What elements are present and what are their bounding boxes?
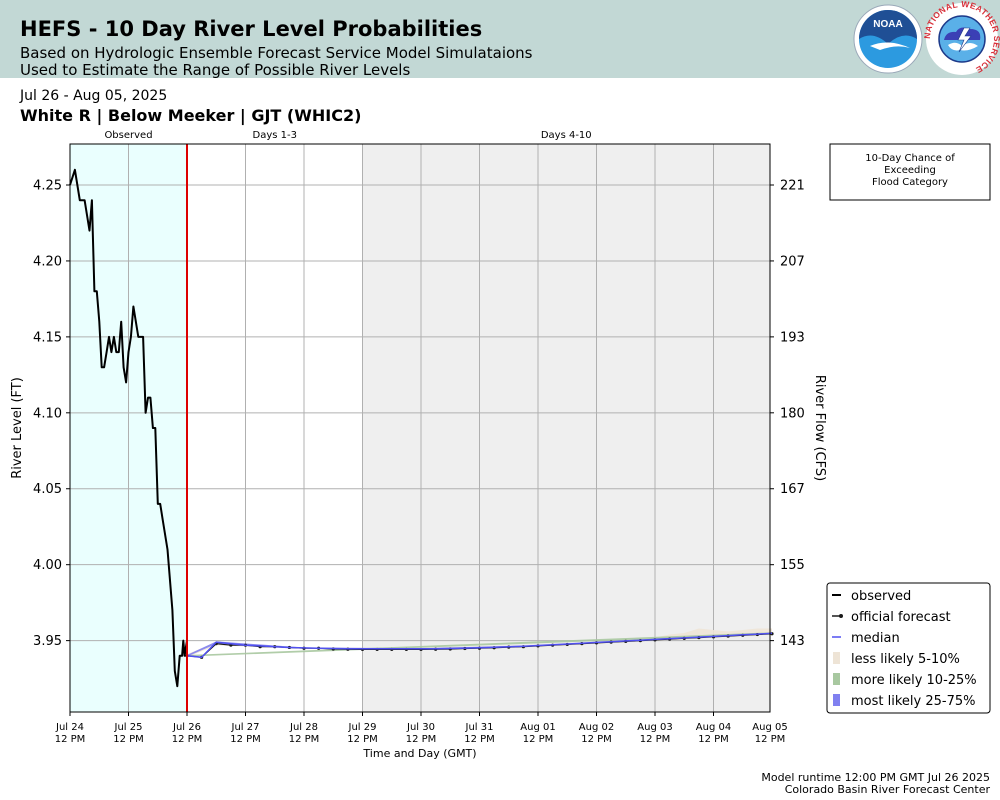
observed-line: [69, 168, 188, 688]
x-tick-label: 12 PM: [347, 734, 378, 745]
x-tick-label: Jul 29: [348, 722, 377, 733]
y2-tick-label: 193: [780, 330, 805, 345]
y-tick-label: 4.05: [33, 482, 62, 497]
x-tick-label: 12 PM: [172, 734, 203, 745]
x-tick-label: Aug 05: [752, 722, 787, 733]
subtitle-line-2: Used to Estimate the Range of Possible R…: [20, 61, 411, 79]
legend-label: most likely 25-75%: [851, 694, 975, 709]
legend-swatch: [833, 694, 840, 706]
x-tick-label: 12 PM: [230, 734, 261, 745]
y-tick-label: 4.25: [33, 179, 62, 194]
station-title: White R | Below Meeker | GJT (WHIC2): [20, 106, 362, 125]
x-tick-label: Jul 27: [231, 722, 260, 733]
noaa-logo: NOAA: [853, 4, 923, 74]
legend-marker: [839, 614, 843, 618]
x-tick-label: 12 PM: [113, 734, 144, 745]
region-bg-days-4-10: [362, 144, 770, 712]
x-tick-label: Aug 03: [637, 722, 672, 733]
y-tick-label: 3.95: [33, 634, 62, 649]
x-tick-label: Jul 28: [289, 722, 318, 733]
legend-label: median: [851, 631, 900, 646]
y2-tick-label: 207: [780, 254, 805, 269]
x-tick-label: Jul 26: [172, 722, 201, 733]
x-tick-label: 12 PM: [523, 734, 554, 745]
x-tick-label: Aug 02: [579, 722, 614, 733]
legend-label: official forecast: [851, 610, 951, 625]
x-tick-label: 12 PM: [698, 734, 729, 745]
model-runtime: Model runtime 12:00 PM GMT Jul 26 2025: [761, 771, 990, 784]
legend-label: less likely 5-10%: [851, 652, 960, 667]
y-axis-label: River Level (FT): [10, 377, 25, 479]
y2-tick-label: 180: [780, 406, 805, 421]
axes: [66, 143, 774, 716]
x-tick-label: 12 PM: [55, 734, 86, 745]
y-tick-label: 4.10: [33, 406, 62, 421]
legend-label: observed: [851, 589, 911, 604]
series-lines: [69, 144, 774, 712]
forecast-center: Colorado Basin River Forecast Center: [784, 783, 990, 796]
y2-tick-label: 221: [780, 179, 805, 194]
legend-swatch: [833, 652, 840, 664]
legend: observed official forecast median less like…: [826, 582, 991, 714]
region-backgrounds: [70, 144, 770, 712]
y2-tick-label: 143: [780, 634, 805, 649]
x-tick-label: 12 PM: [289, 734, 320, 745]
region-label: Days 1-3: [253, 130, 297, 141]
y2-tick-label: 155: [780, 558, 805, 573]
median-line: [186, 632, 773, 659]
flood-box-title: 10-Day Chance of: [865, 153, 955, 164]
x-tick-label: 12 PM: [464, 734, 495, 745]
x-tick-label: Aug 04: [696, 722, 731, 733]
x-tick-label: Aug 01: [520, 722, 555, 733]
band-less-likely-5-10-: [187, 628, 772, 658]
x-tick-label: 12 PM: [755, 734, 786, 745]
x-tick-label: Jul 30: [406, 722, 435, 733]
flood-box-title: Exceeding: [884, 165, 936, 176]
x-axis-label: Time and Day (GMT): [362, 747, 476, 760]
legend-frame: [826, 582, 991, 714]
date-range: Jul 26 - Aug 05, 2025: [20, 88, 168, 104]
x-tick-label: 12 PM: [581, 734, 612, 745]
x-tick-label: Jul 25: [114, 722, 143, 733]
subtitle-line-1: Based on Hydrologic Ensemble Forecast Se…: [20, 44, 533, 62]
region-label: Days 4-10: [541, 130, 592, 141]
y2-tick-label: 167: [780, 482, 805, 497]
x-tick-label: Jul 31: [465, 722, 494, 733]
y-tick-label: 4.20: [33, 254, 62, 269]
page-title: HEFS - 10 Day River Level Probabilities: [20, 17, 483, 41]
flood-box-frame: [829, 143, 991, 201]
legend-label: more likely 10-25%: [851, 673, 977, 688]
y-tick-label: 4.15: [33, 330, 62, 345]
x-tick-label: 12 PM: [640, 734, 671, 745]
header-band: HEFS - 10 Day River Level Probabilities …: [0, 0, 1000, 79]
y-tick-label: 4.00: [33, 558, 62, 573]
x-tick-label: 12 PM: [406, 734, 437, 745]
noaa-logo-text: NOAA: [873, 19, 902, 30]
x-tick-label: Jul 24: [55, 722, 84, 733]
legend-swatch: [833, 673, 840, 685]
y2-axis-label: River Flow (CFS): [812, 375, 827, 481]
flood-box-title: Flood Category: [872, 177, 948, 188]
region-label: Observed: [104, 130, 152, 141]
plot-frame: [69, 143, 771, 713]
